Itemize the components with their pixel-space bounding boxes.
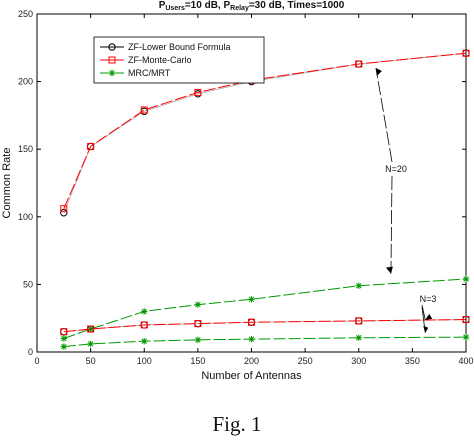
data-point [248, 296, 255, 303]
title-text: PUsers=10 dB, PRelay=30 dB, Times=1000 [159, 0, 345, 12]
series-line [63, 278, 467, 339]
title-segment: =30 dB, Times=1000 [249, 0, 345, 11]
data-point [60, 328, 68, 336]
series-6 [60, 333, 470, 350]
y-axis-label: Common Rate [1, 148, 13, 219]
annotation-arrow [390, 175, 393, 274]
data-point [355, 334, 362, 342]
x-tick-label: 250 [298, 356, 313, 366]
legend: ZF-Lower Bound Formula ZF-Monte-Carlo MRC/… [93, 36, 265, 84]
data-point [141, 308, 148, 315]
data-point [355, 282, 362, 289]
chart: PUsers=10 dB, PRelay=30 dB, Times=1000 0… [1, 0, 474, 382]
data-point [248, 335, 255, 343]
y-tick-label: 50 [23, 279, 33, 289]
arrow-head [375, 68, 382, 77]
annotation-arrow [375, 67, 393, 163]
data-point [355, 317, 363, 325]
x-axis-label: Number of Antennas [201, 370, 302, 382]
title-segment: P [159, 0, 166, 11]
data-point [462, 49, 470, 57]
legend-label: ZF-Lower Bound Formula [128, 42, 231, 52]
x-tick-label: 300 [351, 356, 366, 366]
legend-marker [108, 43, 116, 51]
legend-marker [108, 56, 116, 64]
series-line [63, 336, 467, 348]
data-point [60, 335, 68, 342]
data-point [60, 343, 68, 350]
data-point [194, 301, 202, 308]
x-tick-label: 350 [405, 356, 420, 366]
x-tick-label: 100 [137, 356, 152, 366]
annotations: N=20 N=3 [375, 67, 437, 333]
chart-title: PUsers=10 dB, PRelay=30 dB, Times=1000 [159, 0, 345, 12]
data-point [140, 106, 148, 114]
x-tick-label: 50 [86, 356, 96, 366]
x-tick-label: 200 [244, 356, 259, 366]
series-line [63, 52, 467, 209]
annotation-arrow [421, 304, 426, 320]
data-point [194, 320, 202, 328]
arrow-head [423, 325, 429, 333]
y-tick-label: 150 [18, 144, 33, 154]
annotation-n3: N=3 [420, 294, 437, 304]
data-point [140, 321, 148, 329]
data-point [194, 336, 202, 344]
arrow-head [425, 313, 433, 320]
y-tick-label: 250 [18, 9, 33, 19]
title-subscript: Relay [230, 5, 249, 12]
data-point [87, 340, 94, 348]
series-5 [60, 316, 470, 336]
title-segment: =10 dB, P [185, 0, 231, 11]
y-tick-label: 200 [18, 77, 33, 87]
data-point [462, 275, 470, 283]
x-tick-label: 0 [34, 356, 39, 366]
data-point [141, 337, 148, 345]
data-point [60, 205, 68, 213]
legend-marker [108, 69, 116, 77]
data-point [355, 60, 363, 68]
x-tick-label: 400 [458, 356, 473, 366]
legend-label: ZF-Monte-Carlo [128, 55, 192, 65]
y-tick-label: 100 [18, 212, 33, 222]
data-point [462, 316, 470, 324]
series-layer [60, 49, 470, 350]
series-line [63, 319, 467, 333]
axis-ticks: 0 50 100 150 200 250 300 350 400 0 50 100 150 200 250 [18, 9, 474, 366]
y-tick-label: 0 [28, 347, 33, 357]
data-point [194, 88, 202, 96]
data-point [462, 333, 470, 341]
data-point [60, 209, 68, 217]
annotation-n20: N=20 [385, 164, 407, 174]
data-point [87, 325, 95, 333]
arrow-head [385, 266, 393, 274]
legend-label: MRC/MRT [128, 68, 171, 78]
series-line [63, 319, 467, 333]
data-point [87, 142, 95, 150]
series-3 [60, 275, 470, 342]
data-point [248, 318, 255, 326]
figure-caption: Fig. 1 [212, 412, 262, 436]
title-subscript: Users [165, 5, 185, 12]
x-tick-label: 150 [190, 356, 205, 366]
